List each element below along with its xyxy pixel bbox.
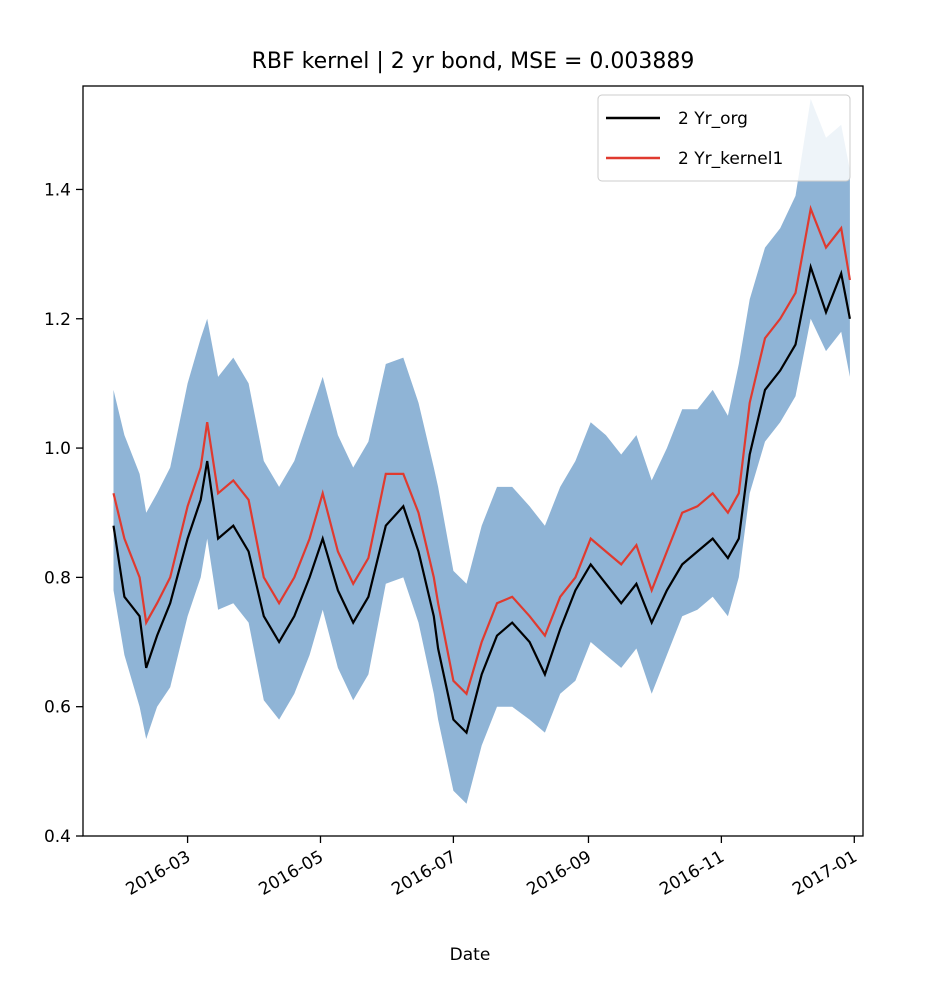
x-tick-label: 2016-09 xyxy=(523,847,595,900)
y-tick-label: 1.2 xyxy=(44,310,71,330)
y-tick-label: 0.6 xyxy=(44,698,71,718)
uncertainty-band xyxy=(113,98,850,804)
series-line-kernel xyxy=(112,204,851,696)
y-tick-label: 0.4 xyxy=(44,827,71,847)
x-tick-label: 2016-07 xyxy=(388,847,460,900)
x-tick-label: 2016-11 xyxy=(656,847,728,900)
plot-frame xyxy=(82,85,864,837)
x-tick-label: 2016-05 xyxy=(255,847,327,900)
plot-area xyxy=(112,98,851,804)
series-line-org xyxy=(112,262,851,735)
y-axis: 0.4 0.6 0.8 1.0 1.2 1.4 xyxy=(44,180,83,847)
chart-title: RBF kernel | 2 yr bond, MSE = 0.003889 xyxy=(252,49,695,74)
x-axis-label: Date xyxy=(450,945,491,965)
y-tick-label: 1.4 xyxy=(44,180,71,200)
y-tick-label: 0.8 xyxy=(44,568,71,588)
legend-label-kernel: 2 Yr_kernel1 xyxy=(678,149,783,169)
legend-label-org: 2 Yr_org xyxy=(678,109,748,129)
y-tick-label: 1.0 xyxy=(44,439,71,459)
x-axis: 2016-03 2016-05 2016-07 2016-09 2016-11 2017-… xyxy=(123,836,861,900)
x-tick-label: 2017-01 xyxy=(789,847,861,900)
legend: 2 Yr_org 2 Yr_kernel1 xyxy=(597,94,851,182)
x-tick-label: 2016-03 xyxy=(123,847,195,900)
